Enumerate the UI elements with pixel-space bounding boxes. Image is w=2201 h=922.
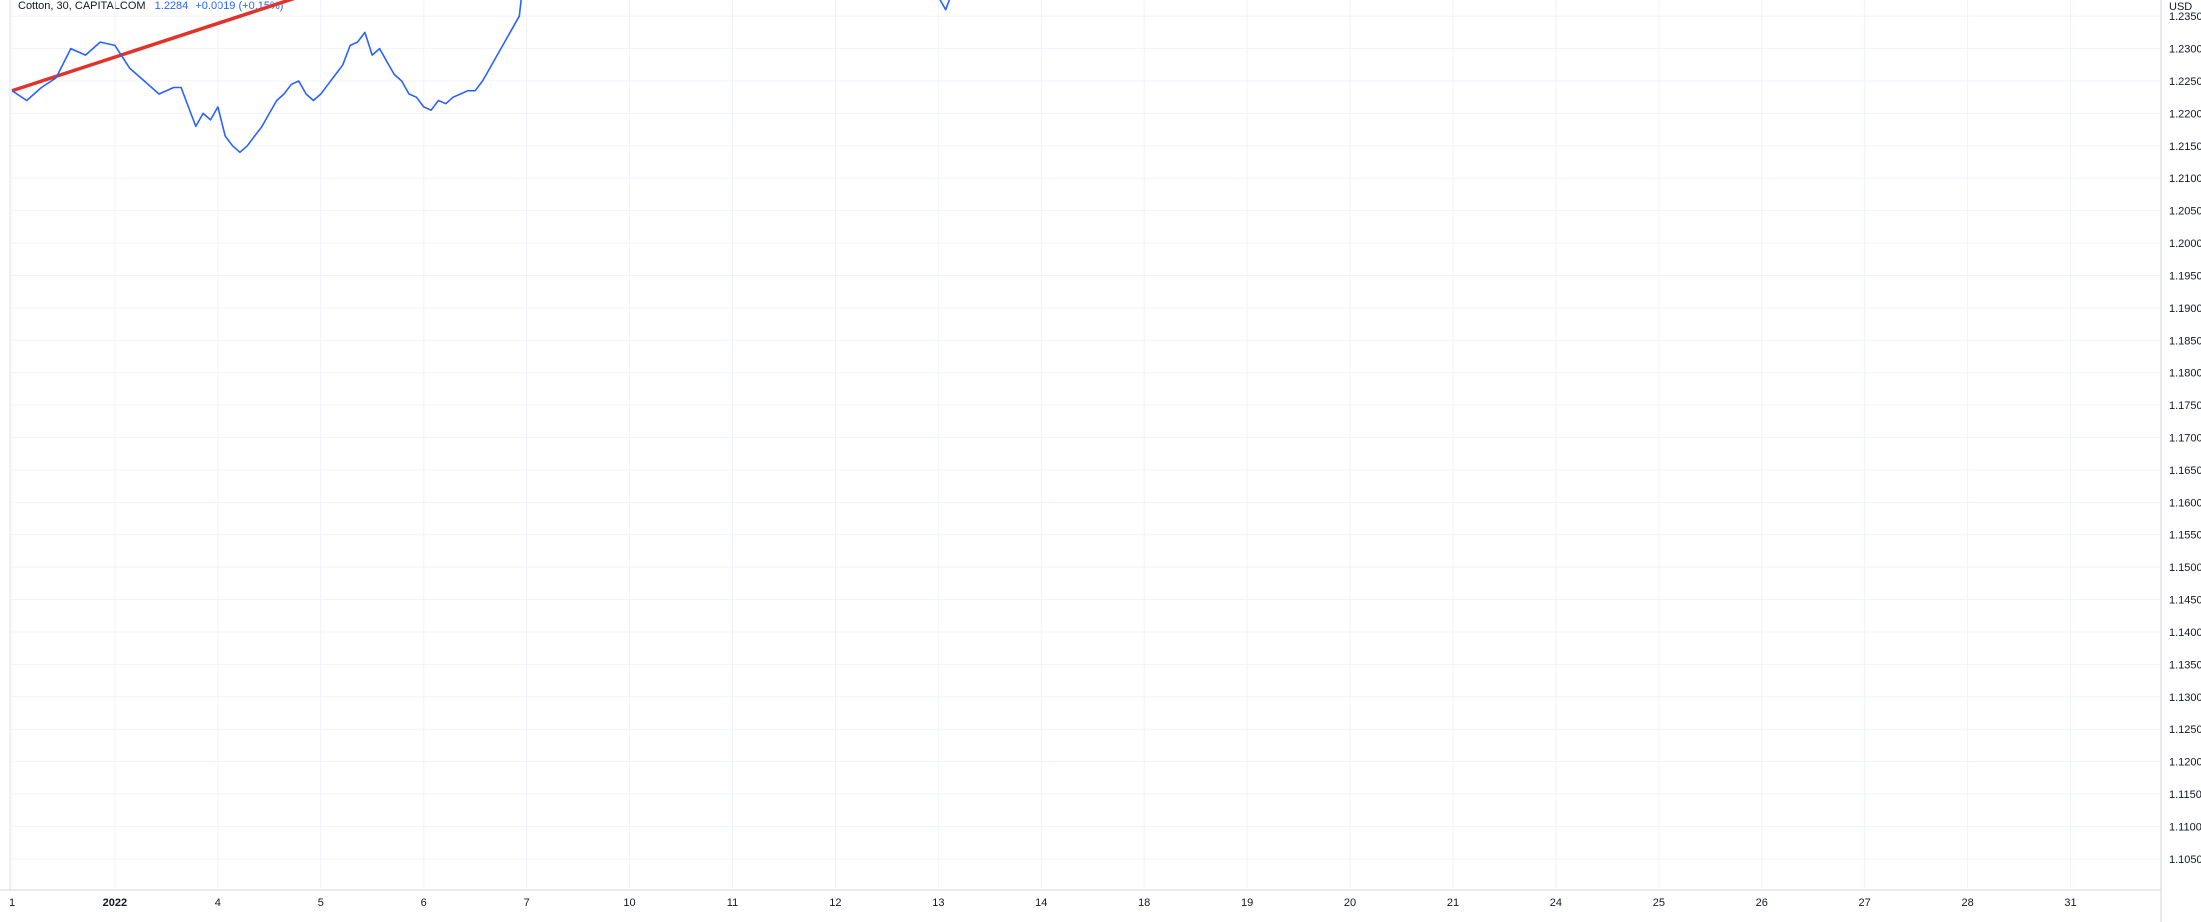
last-value: 1.2284 (154, 0, 189, 12)
currency-label: USD (2169, 1, 2192, 13)
time-tick-label: 13 (932, 897, 944, 909)
time-tick-label: 7 (524, 897, 530, 909)
price-axis[interactable]: 1.1050 1.1100 1.1150 1.1200 1.1250 1.1300 1.13… (2160, 0, 2201, 922)
time-tick-label: 27 (1859, 897, 1871, 909)
time-tick-label: 2022 (103, 897, 127, 909)
time-tick-label: 20 (1344, 897, 1356, 909)
price-tick-label: 1.1800 (2169, 368, 2201, 380)
price-tick-label: 1.1250 (2169, 724, 2201, 736)
price-tick-label: 1.1650 (2169, 465, 2201, 477)
time-tick-label: 1 (9, 897, 15, 909)
price-tick-label: 1.1600 (2169, 497, 2201, 509)
time-tick-label: 21 (1447, 897, 1459, 909)
time-tick-label: 5 (318, 897, 324, 909)
price-tick-label: 1.2050 (2169, 206, 2201, 218)
time-tick-label: 28 (1961, 897, 1973, 909)
trendline[interactable] (11, 0, 2063, 93)
time-tick-label: 31 (2064, 897, 2076, 909)
price-tick-label: 1.1950 (2169, 270, 2201, 282)
time-tick-label: 25 (1653, 897, 1665, 909)
price-tick-label: 1.1200 (2169, 757, 2201, 769)
price-tick-label: 1.2200 (2169, 108, 2201, 120)
price-series-line (11, 0, 951, 154)
time-tick-label: 24 (1550, 897, 1562, 909)
price-tick-label: 1.1150 (2169, 789, 2201, 801)
trendline-layer[interactable] (11, 0, 2063, 93)
time-tick-label: 11 (727, 897, 738, 909)
time-tick-label: 10 (623, 897, 635, 909)
price-tick-label: 1.1450 (2169, 595, 2201, 607)
price-tick-label: 1.1850 (2169, 335, 2201, 347)
price-tick-label: 1.1100 (2169, 821, 2201, 833)
time-axis[interactable]: 1 2022 4 5 6 7 10 11 12 13 14 18 19 20 21 24 25 26 27 28 31 (0, 889, 2161, 909)
price-tick-label: 1.1750 (2169, 400, 2201, 412)
price-tick-label: 1.2100 (2169, 173, 2201, 185)
price-tick-label: 1.2350 (2169, 11, 2201, 23)
price-tick-label: 1.1550 (2169, 530, 2201, 542)
price-tick-label: 1.1700 (2169, 433, 2201, 445)
time-tick-label: 18 (1138, 897, 1150, 909)
time-tick-label: 4 (215, 897, 221, 909)
time-tick-label: 12 (829, 897, 841, 909)
price-tick-label: 1.1400 (2169, 627, 2201, 639)
price-tick-label: 1.2150 (2169, 141, 2201, 153)
price-tick-label: 1.1350 (2169, 659, 2201, 671)
series-layer (11, 0, 951, 154)
price-tick-label: 1.1300 (2169, 692, 2201, 704)
price-tick-label: 1.2250 (2169, 76, 2201, 88)
time-tick-label: 26 (1756, 897, 1768, 909)
price-tick-label: 1.1500 (2169, 562, 2201, 574)
grid (9, 0, 2160, 890)
time-tick-label: 19 (1241, 897, 1253, 909)
price-tick-label: 1.1900 (2169, 303, 2201, 315)
time-tick-label: 14 (1035, 897, 1047, 909)
price-tick-label: 1.2000 (2169, 238, 2201, 250)
symbol-info: Cotton, 30, CAPITALCOM (18, 0, 146, 12)
price-tick-label: 1.2300 (2169, 44, 2201, 56)
price-tick-label: 1.1050 (2169, 854, 2201, 866)
time-tick-label: 6 (421, 897, 427, 909)
